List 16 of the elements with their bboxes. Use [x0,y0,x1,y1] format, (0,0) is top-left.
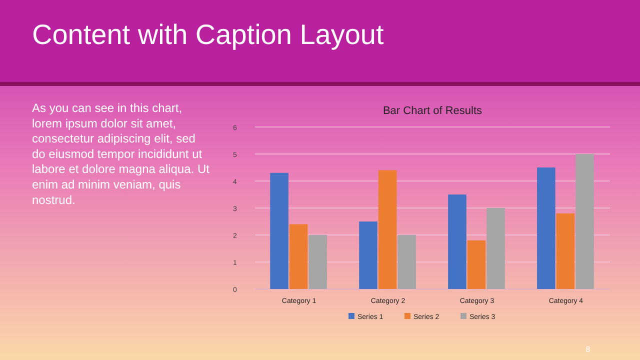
bar [359,222,378,289]
bar [398,235,416,289]
bar [556,213,575,289]
bar [448,194,466,289]
text: 8 [586,345,591,354]
bar [270,172,288,289]
bar [576,154,594,289]
bar [467,240,486,289]
text: As you can see in this chart, lorem ipsum dolor sit amet, consectetur adipiscing elit, sed do eiusmod tempor incididunt ut labore et dolore magna aliqua. Ut enim ad minim veniam, quis nostrud. [32,101,210,207]
bar [486,208,505,289]
text: Content with Caption Layout [32,19,384,50]
chart-title: Bar Chart of Results [382,105,483,117]
bar [537,168,556,289]
bar [378,170,397,289]
bar [289,224,308,289]
bar [308,235,327,289]
